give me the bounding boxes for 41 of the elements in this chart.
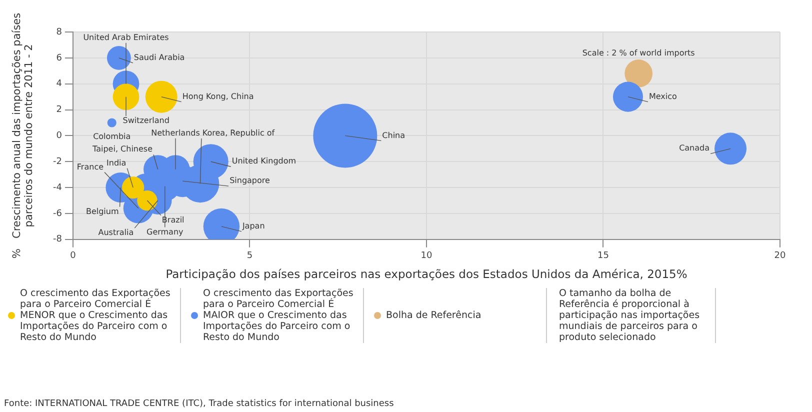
y-axis-title: % Crescimento anual das importações países parceiros do mundo entre 2011 - 2 [11,12,35,258]
legend-label: O crescimento das Exportações para o Parceiro Comercial É MAIOR que o Crescimento das Importações do Parceiro com o Resto do Mundo [203,288,354,343]
y-tick-label: 2 [56,105,62,116]
x-tick-label: 10 [420,251,432,262]
annotation: Belgium [86,206,119,216]
y-tick-label: -8 [52,234,62,245]
annotation: Netherlands [151,128,200,138]
annotation: Saudi Arabia [134,53,185,62]
annotation: Mexico [648,92,678,101]
annotation: Germany [146,227,184,236]
y-tick-label: 6 [56,53,62,64]
annotation: Singapore [230,176,270,186]
source-note: Fonte: INTERNATIONAL TRADE CENTRE (ITC), Trade statistics for international business [4,399,394,409]
x-tick-label: 0 [70,251,76,262]
legend-label: O crescimento das Exportações para o Parceiro Comercial É MENOR que o Crescimento das Importações do Parceiro com o Resto do Mundo [20,288,172,343]
annotation: Colombia [93,132,131,141]
legend-label: Bolha de Referência [386,310,482,321]
x-tick-label: 15 [598,251,609,262]
annotation: United Kingdom [232,156,296,166]
x-axis-title: Participação dos países parceiros nas exportações dos Estados Unidos da América, 2015% [166,267,688,282]
y-tick-label: -2 [52,156,62,167]
annotation: Australia [98,228,134,238]
annotation: Japan [241,222,265,231]
annotation: Taipei, Chinese [92,144,153,154]
text: O tamanho da bolha de Referência é proporcional à participação nas importações mundiais de parceiros para o produto selecionado [553,288,716,343]
annotation: France [76,162,104,172]
annotation: United Arab Emirates [83,32,169,42]
y-tick-label: 0 [56,131,62,142]
y-tick-label: 4 [56,79,62,90]
annotation: Scale : 2 % of world imports [582,48,695,58]
y-tick-label: -6 [52,208,62,219]
annotation: Korea, Republic of [202,128,275,138]
annotation: India [106,158,126,168]
annotation: Hong Kong, China [182,92,254,101]
annotation: China [382,130,406,140]
x-tick-label: 20 [774,251,786,262]
y-tick-label: -4 [52,182,62,193]
annotation: Switzerland [122,116,170,126]
annotation: Canada [679,144,710,153]
y-tick-label: 8 [56,27,62,38]
x-tick-label: 5 [246,251,253,262]
